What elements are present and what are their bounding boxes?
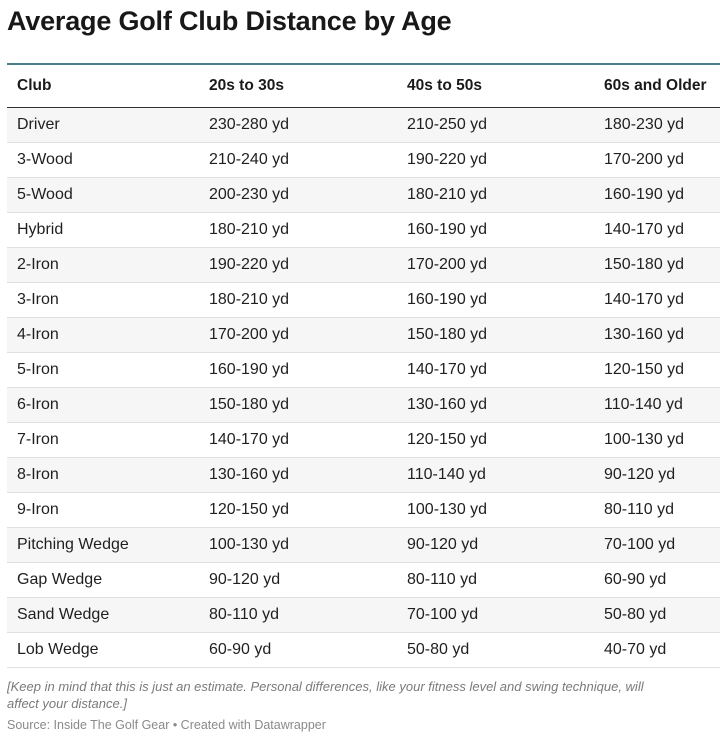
distance-cell: 180-210 yd [209,221,290,238]
distance-cell: 210-240 yd [209,151,290,168]
club-name-cell: Pitching Wedge [17,536,129,553]
distance-cell: 40-70 yd [604,641,667,658]
distance-table: Club 20s to 30s 40s to 50s 60s and Older Dr… [7,63,720,668]
distance-cell: 180-230 yd [604,116,685,133]
column-header: 60s and Older [604,77,707,94]
club-name-cell: 3-Wood [17,151,73,168]
distance-cell: 190-220 yd [407,151,488,168]
table-row: Hybrid 180-210 yd 160-190 yd 140-170 yd [7,213,720,248]
column-header: 40s to 50s [407,77,482,94]
footnote: [Keep in mind that this is just an estim… [7,678,720,712]
club-name-cell: Lob Wedge [17,641,99,658]
distance-cell: 130-160 yd [209,466,290,483]
club-name-cell: 4-Iron [17,326,59,343]
table-row: Driver 230-280 yd 210-250 yd 180-230 yd [7,108,720,143]
table-row: 6-Iron 150-180 yd 130-160 yd 110-140 yd [7,388,720,423]
distance-cell: 90-120 yd [604,466,676,483]
distance-cell: 100-130 yd [407,501,488,518]
footnote-line-1: [Keep in mind that this is just an estim… [7,679,644,694]
distance-cell: 110-140 yd [604,396,683,413]
distance-cell: 50-80 yd [407,641,470,658]
club-name-cell: Gap Wedge [17,571,103,588]
distance-cell: 100-130 yd [604,431,685,448]
table-row: Pitching Wedge 100-130 yd 90-120 yd 70-100 … [7,528,720,563]
column-header: 20s to 30s [209,77,284,94]
distance-cell: 140-170 yd [604,291,685,308]
distance-cell: 210-250 yd [407,116,488,133]
distance-cell: 180-210 yd [407,186,488,203]
table-row: 3-Iron 180-210 yd 160-190 yd 140-170 yd [7,283,720,318]
distance-cell: 150-180 yd [604,256,685,273]
distance-cell: 130-160 yd [407,396,488,413]
distance-cell: 90-120 yd [209,571,281,588]
distance-cell: 170-200 yd [209,326,290,343]
table-row: 8-Iron 130-160 yd 110-140 yd 90-120 yd [7,458,720,493]
distance-cell: 60-90 yd [604,571,667,588]
distance-cell: 70-100 yd [604,536,676,553]
table-row: Lob Wedge 60-90 yd 50-80 yd 40-70 yd [7,633,720,668]
distance-cell: 110-140 yd [407,466,486,483]
club-name-cell: 6-Iron [17,396,59,413]
club-name-cell: Driver [17,116,60,133]
distance-cell: 160-190 yd [604,186,685,203]
table-row: 9-Iron 120-150 yd 100-130 yd 80-110 yd [7,493,720,528]
distance-cell: 90-120 yd [407,536,479,553]
club-name-cell: 3-Iron [17,291,59,308]
distance-cell: 80-110 yd [604,501,674,518]
table-row: 5-Wood 200-230 yd 180-210 yd 160-190 yd [7,178,720,213]
distance-cell: 170-200 yd [604,151,685,168]
distance-cell: 100-130 yd [209,536,290,553]
table-row: 5-Iron 160-190 yd 140-170 yd 120-150 yd [7,353,720,388]
table-row: 4-Iron 170-200 yd 150-180 yd 130-160 yd [7,318,720,353]
table-row: 3-Wood 210-240 yd 190-220 yd 170-200 yd [7,143,720,178]
distance-cell: 60-90 yd [209,641,272,658]
distance-cell: 200-230 yd [209,186,290,203]
distance-cell: 190-220 yd [209,256,290,273]
table-body: Driver 230-280 yd 210-250 yd 180-230 yd 3-Wo… [7,108,720,668]
distance-cell: 50-80 yd [604,606,667,623]
club-name-cell: 5-Wood [17,186,73,203]
table-row: 2-Iron 190-220 yd 170-200 yd 150-180 yd [7,248,720,283]
chart-title: Average Golf Club Distance by Age [7,6,452,36]
distance-cell: 120-150 yd [604,361,685,378]
table-row: Gap Wedge 90-120 yd 80-110 yd 60-90 yd [7,563,720,598]
club-name-cell: 5-Iron [17,361,59,378]
club-name-cell: Sand Wedge [17,606,110,623]
distance-cell: 150-180 yd [407,326,488,343]
column-header: Club [17,77,52,94]
distance-cell: 70-100 yd [407,606,479,623]
club-name-cell: 9-Iron [17,501,59,518]
distance-cell: 230-280 yd [209,116,290,133]
distance-cell: 80-110 yd [407,571,477,588]
distance-cell: 80-110 yd [209,606,279,623]
distance-cell: 150-180 yd [209,396,290,413]
table-row: 7-Iron 140-170 yd 120-150 yd 100-130 yd [7,423,720,458]
distance-cell: 120-150 yd [209,501,290,518]
footnote-line-2: affect your distance.] [7,696,127,711]
distance-cell: 140-170 yd [407,361,488,378]
club-name-cell: Hybrid [17,221,64,238]
distance-cell: 160-190 yd [407,221,488,238]
distance-cell: 180-210 yd [209,291,290,308]
distance-cell: 120-150 yd [407,431,488,448]
club-name-cell: 2-Iron [17,256,59,273]
distance-cell: 160-190 yd [407,291,488,308]
distance-cell: 170-200 yd [407,256,488,273]
club-name-cell: 7-Iron [17,431,59,448]
table-row: Sand Wedge 80-110 yd 70-100 yd 50-80 yd [7,598,720,633]
table-header-row: Club 20s to 30s 40s to 50s 60s and Older [7,65,720,108]
distance-cell: 160-190 yd [209,361,290,378]
distance-cell: 140-170 yd [209,431,290,448]
distance-cell: 130-160 yd [604,326,685,343]
distance-cell: 140-170 yd [604,221,685,238]
club-name-cell: 8-Iron [17,466,59,483]
source-credit: Source: Inside The Golf Gear • Created w… [7,718,326,732]
